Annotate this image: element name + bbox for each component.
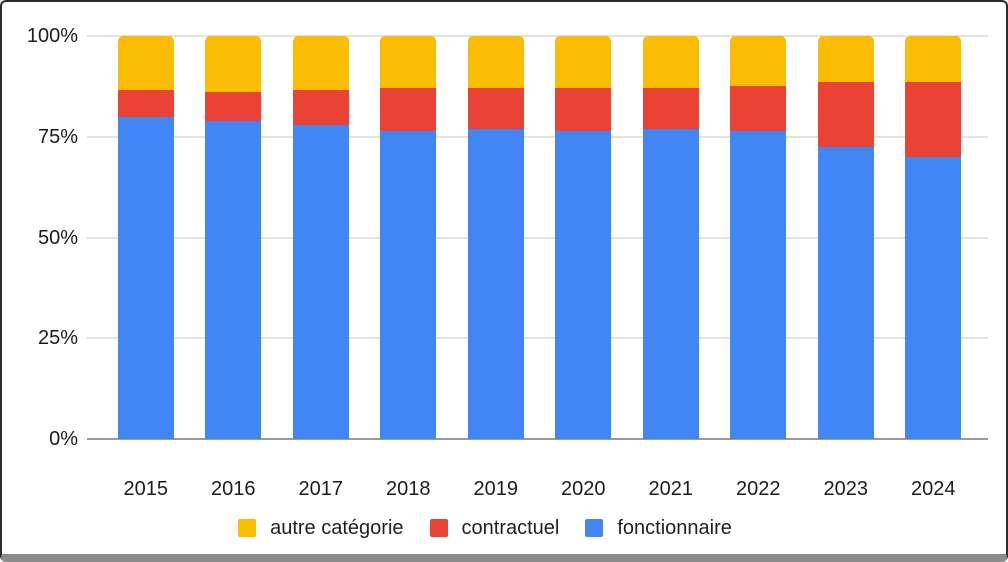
bar-segment-autre-catégorie [292,36,349,91]
bar-segment-contractuel [117,90,174,117]
y-tick-label: 100% [26,25,78,47]
stacked-bar-2020 [555,36,612,439]
bar-segment-autre-catégorie [905,36,962,83]
bar-column-2024 [890,36,978,439]
x-tick-label: 2019 [473,478,519,500]
bar-segment-fonctionnaire [467,128,524,439]
gridline [87,236,988,239]
x-tick-label: 2021 [648,478,694,500]
bar-segment-fonctionnaire [205,120,262,439]
bar-segment-fonctionnaire [292,124,349,439]
bar-column-2022 [715,36,803,439]
y-tick-label: 25% [37,327,78,350]
bar-segment-autre-catégorie [467,36,524,89]
y-tick-label: 50% [37,226,78,249]
legend-item-fonctionnaire: fonctionnaire [585,515,732,541]
gridline [87,438,988,440]
stacked-bar-2022 [730,36,787,439]
x-tick-label: 2020 [561,478,606,500]
legend-item-autre-categorie: autre catégorie [238,515,404,541]
bar-segment-contractuel [555,88,612,131]
legend-label: contractuel [461,517,560,539]
bar-segment-fonctionnaire [380,130,437,439]
bar-segment-autre-catégorie [205,36,262,93]
x-tick-label: 2023 [823,478,869,500]
bar-segment-contractuel [292,90,349,125]
bars-container [102,36,977,439]
x-tick-label: 2015 [123,478,169,500]
legend-item-contractuel: contractuel [429,515,560,541]
bar-segment-autre-catégorie [117,36,174,91]
legend: autre catégorie contractuel fonctionnair… [2,515,1006,541]
bar-segment-autre-catégorie [555,36,612,89]
bar-segment-autre-catégorie [380,36,437,89]
stacked-bar-2018 [380,36,437,439]
y-tick-label: 75% [37,125,78,148]
gridline [87,135,988,138]
bar-segment-contractuel [380,88,437,131]
bar-column-2015 [102,36,190,439]
bar-segment-fonctionnaire [905,156,962,439]
stacked-bar-2021 [642,36,699,439]
x-tick-label: 2022 [736,478,781,500]
bar-segment-fonctionnaire [730,130,787,439]
plot-area [87,35,988,440]
x-tick-label: 2018 [386,478,431,500]
bar-segment-fonctionnaire [642,128,699,439]
stacked-bar-2023 [817,36,874,439]
bar-segment-autre-catégorie [817,36,874,83]
bar-column-2017 [277,36,365,439]
x-tick-label: 2017 [298,478,344,500]
bar-segment-contractuel [642,88,699,129]
stacked-bar-2016 [205,36,262,439]
bar-column-2023 [802,36,890,439]
bar-column-2016 [190,36,278,439]
bar-column-2020 [540,36,628,439]
x-tick-label: 2016 [211,478,256,500]
stacked-bar-2017 [292,36,349,439]
bar-segment-fonctionnaire [555,130,612,439]
legend-label: fonctionnaire [617,517,732,539]
bar-column-2021 [627,36,715,439]
legend-swatch-contractuel [429,519,448,537]
gridline [87,337,988,340]
bar-segment-fonctionnaire [117,116,174,439]
bar-segment-contractuel [730,86,787,131]
x-axis: 2015 2016 2017 2018 2019 2020 2021 2022 2023 2024 [102,476,977,502]
y-tick-label: 0% [49,428,78,450]
bar-segment-contractuel [905,82,962,157]
bar-segment-contractuel [205,92,262,121]
legend-label: autre catégorie [270,517,404,539]
stacked-bar-2024 [905,36,962,439]
legend-swatch-fonctionnaire [585,519,604,537]
bar-column-2019 [452,36,540,439]
bar-segment-autre-catégorie [642,36,699,89]
bar-segment-autre-catégorie [730,36,787,87]
legend-swatch-autre-categorie [238,519,257,537]
gridline [87,35,988,37]
bar-column-2018 [365,36,453,439]
bar-segment-contractuel [817,82,874,147]
bar-segment-fonctionnaire [817,146,874,439]
stacked-bar-2015 [117,36,174,439]
bar-segment-contractuel [467,88,524,129]
stacked-bar-2019 [467,36,524,439]
x-tick-label: 2024 [911,478,956,500]
